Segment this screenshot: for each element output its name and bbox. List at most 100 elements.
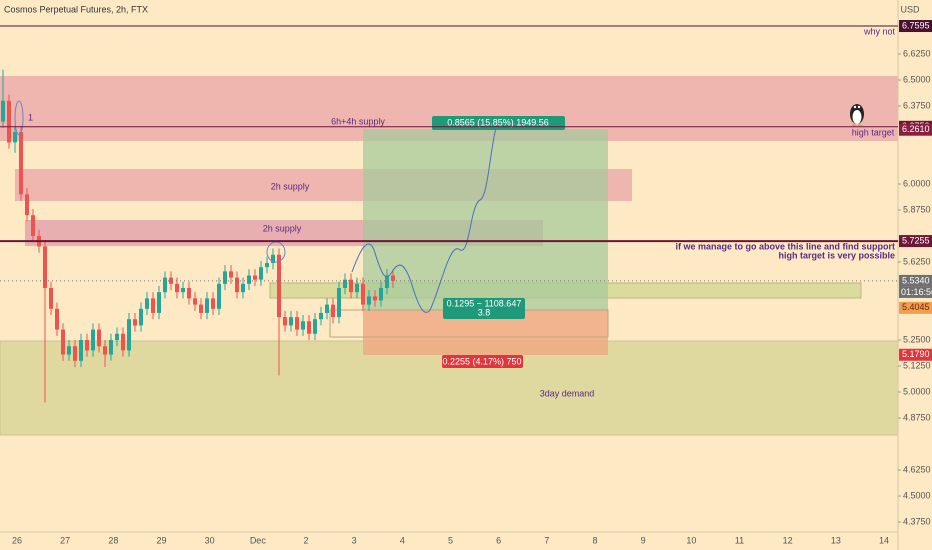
annotation: high target is very possible xyxy=(778,250,895,260)
candle-body xyxy=(385,275,389,288)
profit-zone xyxy=(363,129,608,309)
candle-body xyxy=(289,317,293,326)
candle-body xyxy=(337,287,341,318)
y-tick-label: 5.2500 xyxy=(903,334,931,344)
price-tag xyxy=(899,274,932,287)
candle-body xyxy=(217,283,221,309)
candle-body xyxy=(31,215,35,236)
price-tag xyxy=(899,235,932,248)
x-tick-label: 8 xyxy=(592,535,597,545)
y-tick-label: 4.5000 xyxy=(903,490,931,500)
candle-body xyxy=(241,283,245,293)
candle-body xyxy=(49,287,53,309)
candle-body xyxy=(229,271,233,278)
candle-body xyxy=(247,275,251,284)
price-tag xyxy=(899,123,932,136)
candle-body xyxy=(235,277,239,293)
candle-body xyxy=(325,304,329,313)
y-tick-label: 5.0000 xyxy=(903,386,931,396)
candle-body xyxy=(55,308,59,330)
price-tag-label: 5.4045 xyxy=(902,302,930,312)
candle-body xyxy=(361,283,365,305)
price-tag-label: 6.2610 xyxy=(902,124,930,134)
target-label: 0.8565 (15.85%) 1949.56 xyxy=(447,117,549,127)
candle-body xyxy=(205,298,209,313)
chart-title: Cosmos Perpetual Futures, 2h, FTX xyxy=(4,4,148,14)
candle-body xyxy=(85,339,89,351)
candle-body xyxy=(19,131,23,195)
x-tick-label: 29 xyxy=(156,535,166,545)
y-tick-label: 4.6250 xyxy=(903,464,931,474)
candle-body xyxy=(391,275,395,281)
annotation: high target xyxy=(852,127,895,137)
candle-body xyxy=(139,308,143,326)
x-tick-label: 5 xyxy=(448,535,453,545)
y-tick-label: 6.5000 xyxy=(903,74,931,84)
candle-body xyxy=(151,298,155,313)
price-tag xyxy=(899,348,932,361)
price-tag-label: 5.5340 xyxy=(902,275,930,285)
candle-body xyxy=(145,298,149,309)
stop-label: 0.2255 (4.17%) 750 xyxy=(442,356,521,366)
candle-body xyxy=(367,296,371,305)
x-tick-label: 30 xyxy=(205,535,215,545)
candle-body xyxy=(79,339,83,361)
y-tick-label: 5.1250 xyxy=(903,360,931,370)
candle-body xyxy=(109,339,113,355)
candle-body xyxy=(253,275,257,280)
candle-body xyxy=(271,254,275,264)
y-tick-label: 6.3750 xyxy=(903,100,931,110)
x-tick-label: Dec xyxy=(250,535,267,545)
x-tick-label: 7 xyxy=(544,535,549,545)
candle-body xyxy=(343,279,347,288)
penguin-icon xyxy=(850,104,864,126)
y-tick-label: 5.8750 xyxy=(903,204,931,214)
candle-body xyxy=(43,246,47,288)
x-tick-label: 2 xyxy=(303,535,308,545)
x-tick-label: 6 xyxy=(496,535,501,545)
candle-body xyxy=(379,287,383,301)
entry-label: 0.1295 ~ 1108.647 xyxy=(447,298,522,308)
candle-body xyxy=(199,304,203,313)
entry-label: 3.8 xyxy=(478,307,491,317)
x-tick-label: 11 xyxy=(735,535,744,545)
y-tick-label: 6.0000 xyxy=(903,178,931,188)
price-tag-label: 5.7255 xyxy=(902,235,930,245)
annotation: if we manage to go above this line and f… xyxy=(675,241,895,251)
candle-body xyxy=(133,319,137,326)
y-tick-label: 5.6250 xyxy=(903,256,931,266)
candle-body xyxy=(277,254,281,318)
candle-body xyxy=(103,346,107,355)
candle-body xyxy=(319,312,323,320)
candle-body xyxy=(307,321,311,334)
candle-body xyxy=(193,298,197,305)
annotation: why not xyxy=(863,26,896,36)
candle-body xyxy=(67,346,71,355)
y-tick-label: 6.6250 xyxy=(903,48,931,58)
candle-body xyxy=(295,317,299,330)
candle-body xyxy=(1,100,5,122)
candle-body xyxy=(349,279,353,293)
x-tick-label: 3 xyxy=(352,535,357,545)
candle-body xyxy=(301,321,305,330)
marks xyxy=(1,69,395,403)
candle-body xyxy=(163,277,167,293)
candle-body xyxy=(181,287,185,293)
y-tick-label: 4.3750 xyxy=(903,516,931,526)
candle-body xyxy=(127,319,131,351)
candle-body xyxy=(73,346,77,361)
entry-tag xyxy=(443,298,525,319)
candle-body xyxy=(7,100,11,143)
price-tag-label: 6.7595 xyxy=(902,20,930,30)
x-tick-label: 13 xyxy=(831,535,841,545)
annotation: 6h+4h supply xyxy=(331,116,385,126)
countdown: 01:16:56 xyxy=(901,287,932,297)
price-tag xyxy=(899,301,932,314)
candle-body xyxy=(283,317,287,326)
annotation: 2h supply xyxy=(263,223,302,233)
candle-body xyxy=(175,283,179,293)
x-tick-label: 10 xyxy=(686,535,696,545)
candle-body xyxy=(355,283,359,293)
candle-body xyxy=(13,131,17,143)
countdown-tag xyxy=(899,286,932,298)
